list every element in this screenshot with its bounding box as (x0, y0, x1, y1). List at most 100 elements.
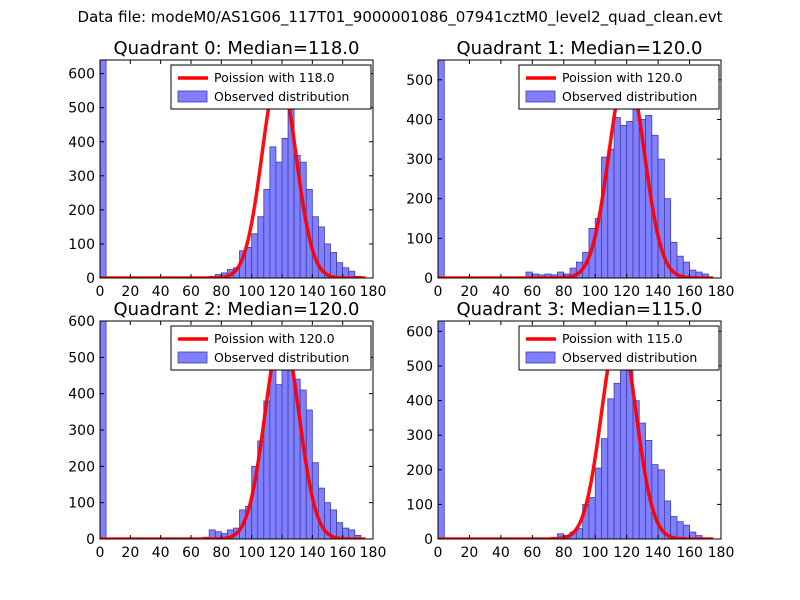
x-tick-label: 160 (329, 284, 356, 300)
quadrant-0-plot: 0 20 40 60 80 100 120 140 160 1800100200300400500… (68, 38, 386, 300)
legend: Poission with 115.0 Observed distribution (518, 325, 720, 371)
histogram-bar (348, 529, 356, 539)
y-tick-label: 100 (406, 497, 433, 513)
x-tick-label: 80 (212, 545, 230, 561)
x-tick-label: 80 (555, 284, 573, 300)
y-tick-label: 400 (406, 394, 433, 410)
y-tick-label: 0 (86, 532, 95, 548)
plot-area (100, 60, 367, 278)
legend-bar-swatch (525, 90, 556, 103)
histogram-bar (657, 158, 665, 278)
y-tick-label: 500 (68, 350, 95, 366)
x-tick-label: 160 (676, 284, 703, 300)
y-tick-label: 0 (424, 532, 433, 548)
y-tick-label: 300 (68, 423, 95, 439)
x-tick-label: 0 (96, 284, 105, 300)
y-tick-label: 0 (86, 271, 95, 287)
figure-title: Data file: modeM0/AS1G06_117T01_90000010… (77, 8, 723, 26)
x-tick-label: 60 (523, 284, 541, 300)
histogram-bar (269, 146, 277, 278)
x-tick-label: 40 (492, 545, 510, 561)
x-tick-label: 20 (461, 545, 479, 561)
quadrant-1-plot: 0 20 40 60 80 100 120 140 160 1800100200300400500… (406, 38, 734, 300)
histogram-bar (664, 198, 672, 278)
legend: Poission with 120.0 Observed distribution (518, 64, 720, 110)
legend-observed-label: Observed distribution (214, 89, 349, 104)
poisson-fit-line (100, 70, 367, 278)
histogram-bar (676, 521, 684, 539)
x-tick-label: 100 (582, 545, 609, 561)
x-tick-label: 60 (523, 545, 541, 561)
quadrant-3-plot: 0 20 40 60 80 100 120 140 160 1800100200300400500… (406, 299, 734, 561)
x-tick-label: 80 (555, 545, 573, 561)
histogram-bar (626, 121, 634, 278)
legend-bar-swatch (177, 90, 208, 103)
y-tick-label: 500 (406, 73, 433, 89)
plot-area (438, 60, 715, 278)
histogram-bar (594, 467, 602, 539)
x-tick-label: 60 (182, 284, 200, 300)
histogram-bar (682, 524, 690, 539)
legend-fit-label: Poission with 115.0 (562, 331, 683, 346)
legend: Poission with 118.0 Observed distribution (170, 64, 372, 110)
y-tick-label: 400 (406, 112, 433, 128)
histogram-bar (330, 252, 337, 278)
histogram-bar (588, 497, 596, 539)
histogram-bar (257, 216, 265, 278)
histogram-bar (619, 348, 628, 539)
histogram-bar (336, 262, 344, 278)
y-tick-label: 600 (68, 67, 95, 83)
plot-title: Quadrant 2: Median=120.0 (114, 299, 360, 320)
legend-observed-label: Observed distribution (562, 350, 697, 365)
x-tick-label: 140 (299, 284, 326, 300)
histogram-bar (348, 270, 356, 278)
y-tick-label: 200 (68, 459, 95, 475)
axes-frame (437, 59, 722, 279)
y-tick-label: 200 (406, 192, 433, 208)
histogram-bar (100, 60, 107, 278)
x-tick-label: 120 (613, 545, 640, 561)
y-tick-label: 200 (406, 463, 433, 479)
x-tick-label: 20 (121, 284, 139, 300)
poisson-fit-line (100, 330, 367, 539)
histogram-bar (269, 367, 277, 539)
y-tick-label: 300 (406, 152, 433, 168)
y-tick-label: 100 (68, 496, 95, 512)
x-tick-label: 180 (708, 284, 735, 300)
legend-fit-label: Poission with 120.0 (562, 70, 683, 85)
histogram-bar (651, 464, 659, 539)
x-tick-label: 40 (492, 284, 510, 300)
x-tick-label: 120 (269, 545, 296, 561)
x-tick-label: 80 (212, 284, 230, 300)
x-tick-label: 0 (96, 545, 105, 561)
histogram-bar (275, 384, 283, 539)
histogram-bar (275, 161, 283, 278)
legend-fit-label: Poission with 118.0 (214, 70, 335, 85)
y-tick-label: 400 (68, 387, 95, 403)
poisson-fit-line (438, 327, 715, 539)
x-tick-label: 120 (613, 284, 640, 300)
x-tick-label: 180 (708, 545, 735, 561)
axes-frame (99, 59, 374, 279)
y-tick-label: 200 (68, 203, 95, 219)
histogram-bar (263, 189, 271, 278)
legend: Poission with 120.0 Observed distribution (170, 325, 372, 371)
y-tick-label: 100 (406, 231, 433, 247)
x-tick-label: 60 (182, 545, 200, 561)
x-tick-label: 160 (329, 545, 356, 561)
x-tick-label: 0 (434, 545, 443, 561)
x-tick-label: 40 (152, 545, 170, 561)
x-tick-label: 140 (299, 545, 326, 561)
plot-title: Quadrant 3: Median=115.0 (457, 299, 703, 320)
y-tick-label: 500 (406, 359, 433, 375)
x-tick-label: 100 (238, 284, 265, 300)
x-tick-label: 100 (582, 284, 609, 300)
quadrant-2-plot: 0 20 40 60 80 100 120 140 160 1800100200300400500… (68, 299, 386, 561)
legend-bar-swatch (525, 351, 556, 364)
y-tick-label: 500 (68, 101, 95, 117)
x-tick-label: 0 (434, 284, 443, 300)
x-tick-label: 180 (360, 284, 387, 300)
histogram-bar (607, 148, 615, 278)
x-tick-label: 140 (645, 284, 672, 300)
